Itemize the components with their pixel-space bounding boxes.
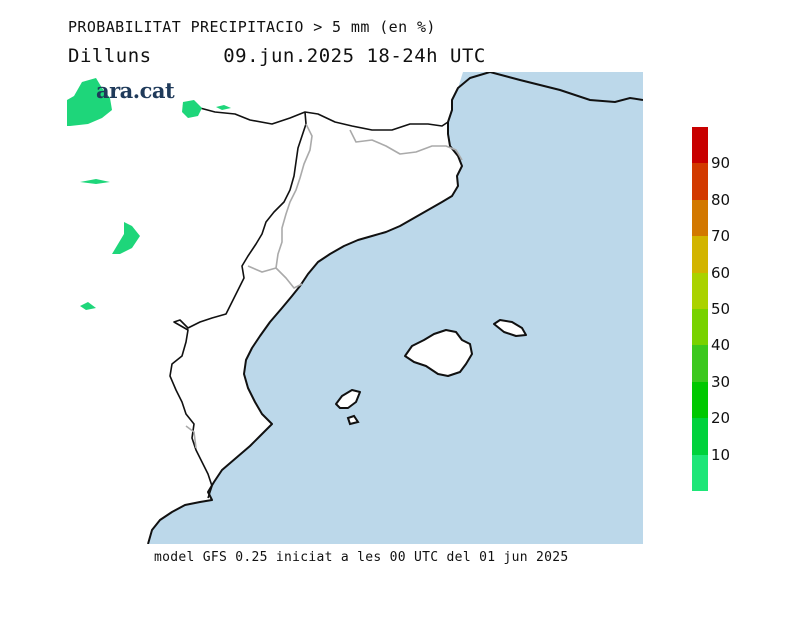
legend-label: 40 xyxy=(711,336,731,355)
map-title: PROBABILITAT PRECIPITACIO > 5 mm (en %) xyxy=(68,18,436,36)
ara-cat-logo: ara.cat xyxy=(96,78,175,103)
precip-patch xyxy=(80,302,96,310)
legend-swatch xyxy=(692,127,708,164)
precip-patch xyxy=(182,100,202,118)
legend-label: 60 xyxy=(711,263,731,282)
legend-label: 50 xyxy=(711,300,731,318)
legend-swatch xyxy=(692,308,708,346)
precip-patch xyxy=(80,179,110,184)
menorca-island xyxy=(493,319,527,337)
sea-area xyxy=(148,72,643,544)
legend-label: 90 xyxy=(711,154,731,173)
datetime-label: 09.jun.2025 18-24h UTC xyxy=(223,45,486,67)
legend-swatch xyxy=(692,381,708,419)
legend-colorbar xyxy=(692,127,708,491)
legend-swatch xyxy=(692,272,708,309)
mallorca-island xyxy=(404,329,473,377)
province-border xyxy=(247,265,277,273)
coastline-france xyxy=(489,72,643,104)
legend-label: 20 xyxy=(711,409,731,428)
coastline xyxy=(147,72,491,544)
map-subtitle: Dilluns 09.jun.2025 18-24h UTC xyxy=(68,45,486,67)
precip-patch xyxy=(112,222,140,254)
legend-swatch xyxy=(692,199,708,237)
day-label: Dilluns xyxy=(68,45,152,67)
legend-label: 70 xyxy=(711,227,731,246)
region-boundary xyxy=(182,104,449,131)
formentera-island xyxy=(346,414,360,426)
legend-label: 80 xyxy=(711,190,731,209)
legend-label: 30 xyxy=(711,372,731,391)
province-border xyxy=(275,123,313,289)
legend-swatch xyxy=(692,163,708,200)
western-border xyxy=(169,111,307,499)
legend-swatch xyxy=(692,418,708,455)
precip-patch xyxy=(216,105,231,110)
legend-label: 10 xyxy=(711,445,731,464)
province-border xyxy=(349,129,463,161)
ibiza-island xyxy=(335,389,361,409)
legend-swatch xyxy=(692,454,708,491)
legend-swatch xyxy=(692,345,708,382)
legend-swatch xyxy=(692,236,708,273)
province-border xyxy=(185,425,197,449)
model-footer: model GFS 0.25 iniciat a les 00 UTC del … xyxy=(154,550,569,565)
precip-patch xyxy=(67,78,112,126)
